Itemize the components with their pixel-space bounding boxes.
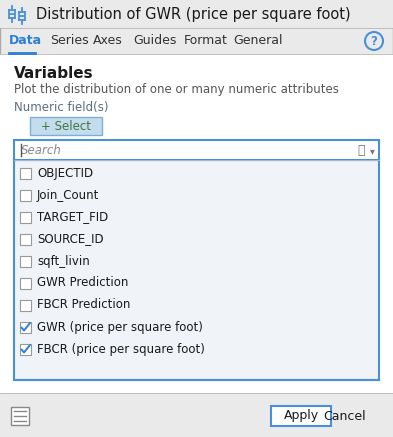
Text: Guides: Guides <box>133 35 176 48</box>
Text: GWR Prediction: GWR Prediction <box>37 277 129 289</box>
Bar <box>0 0 393 28</box>
Text: Data: Data <box>9 35 42 48</box>
Bar <box>0 393 393 437</box>
Bar <box>0 54 393 437</box>
Text: FBCR Prediction: FBCR Prediction <box>37 298 130 312</box>
Text: sqft_livin: sqft_livin <box>37 254 90 267</box>
Text: Search: Search <box>21 143 62 156</box>
Text: TARGET_FID: TARGET_FID <box>37 211 108 223</box>
Text: ?: ? <box>371 35 377 48</box>
Text: General: General <box>233 35 283 48</box>
Text: SOURCE_ID: SOURCE_ID <box>37 232 104 246</box>
Bar <box>20 277 31 288</box>
Bar <box>14 160 379 380</box>
Bar <box>20 256 31 267</box>
Bar <box>20 212 31 222</box>
Text: Series: Series <box>50 35 89 48</box>
Bar <box>30 117 102 135</box>
Bar <box>20 322 31 333</box>
Text: ⌕: ⌕ <box>357 143 364 156</box>
Text: Join_Count: Join_Count <box>37 188 99 201</box>
Bar <box>14 140 379 160</box>
Text: FBCR (price per square foot): FBCR (price per square foot) <box>37 343 205 356</box>
Text: Numeric field(s): Numeric field(s) <box>14 101 108 114</box>
Bar <box>271 406 331 426</box>
Text: Variables: Variables <box>14 66 94 81</box>
Text: Axes: Axes <box>93 35 123 48</box>
Bar <box>11 407 29 425</box>
Text: GWR (price per square foot): GWR (price per square foot) <box>37 320 203 333</box>
Bar <box>20 299 31 311</box>
Text: Distribution of GWR (price per square foot): Distribution of GWR (price per square fo… <box>36 7 351 22</box>
Text: Plot the distribution of one or many numeric attributes: Plot the distribution of one or many num… <box>14 83 339 97</box>
Text: Format: Format <box>184 35 228 48</box>
Text: Apply: Apply <box>283 409 319 423</box>
Text: Cancel: Cancel <box>324 409 366 423</box>
Bar <box>20 343 31 354</box>
Bar <box>20 233 31 244</box>
Text: + Select: + Select <box>41 119 91 132</box>
Bar <box>20 190 31 201</box>
Bar <box>20 167 31 178</box>
Text: ▾: ▾ <box>370 146 375 156</box>
Text: OBJECTID: OBJECTID <box>37 166 93 180</box>
